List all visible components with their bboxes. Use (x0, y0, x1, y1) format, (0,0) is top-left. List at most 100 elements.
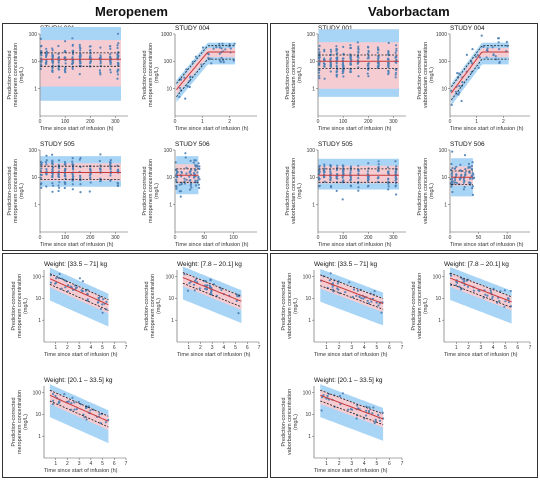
observed-point (463, 283, 466, 287)
observed-point (89, 45, 92, 48)
observed-point (506, 297, 509, 300)
x-tick-label: 100 (339, 119, 348, 125)
observed-point (195, 278, 198, 281)
observed-point (78, 277, 81, 280)
observed-point (79, 62, 82, 65)
observed-point (209, 279, 212, 282)
observed-point (505, 40, 508, 44)
y-axis-label: Prediction-corrected meropenem concentra… (11, 274, 29, 338)
observed-point (341, 392, 344, 395)
observed-point (394, 171, 397, 174)
observed-point (341, 72, 344, 75)
observed-point (336, 287, 339, 290)
observed-point (40, 186, 43, 189)
observed-point (51, 53, 54, 56)
observed-p95-line (449, 272, 512, 298)
meropenem-title: Meropenem (95, 4, 168, 19)
observed-point (54, 394, 57, 398)
observed-point (387, 51, 390, 54)
observed-point (190, 186, 193, 189)
x-tick-label: 200 (364, 235, 373, 241)
observed-point (83, 416, 86, 419)
observed-point (185, 166, 188, 169)
observed-point (73, 408, 76, 411)
observed-point (218, 46, 221, 49)
observed-point (99, 71, 102, 74)
x-tick-label: 0 (317, 119, 320, 125)
x-axis-label: Time since start of infusion (h) (175, 126, 249, 132)
observed-points (49, 272, 108, 314)
observed-point (45, 54, 48, 57)
observed-point (366, 170, 369, 173)
observed-point (387, 188, 390, 191)
observed-point (189, 170, 192, 173)
observed-point (318, 184, 321, 187)
observed-point (109, 159, 112, 162)
observed-point (373, 290, 376, 293)
observed-point (51, 47, 54, 50)
observed-point (341, 176, 344, 179)
observed-point (45, 173, 48, 176)
x-axis-label: Time since start of infusion (h) (175, 242, 249, 248)
observed-point (350, 185, 353, 188)
observed-point (79, 191, 82, 194)
observed-point (329, 170, 332, 173)
observed-point (450, 185, 453, 188)
x-tick-label: 300 (111, 235, 120, 241)
observed-point (318, 178, 321, 181)
observed-point (461, 81, 464, 84)
observed-point (77, 400, 80, 404)
observed-point (342, 64, 345, 68)
observed-point (40, 182, 43, 185)
observed-point (116, 181, 119, 184)
observed-point (463, 280, 466, 283)
x-tick-label: 2 (338, 345, 341, 351)
observed-p5-line (49, 400, 109, 428)
x-tick-label: 200 (86, 235, 95, 241)
observed-point (58, 181, 61, 184)
observed-point (451, 150, 454, 153)
observed-point (454, 178, 457, 182)
x-axis-label: Time since start of infusion (h) (444, 352, 518, 358)
observed-point (394, 184, 397, 187)
y-tick-label: 10 (166, 86, 172, 92)
observed-point (54, 282, 57, 285)
observed-point (78, 56, 81, 59)
observed-point (71, 183, 74, 186)
observed-point (183, 182, 187, 185)
x-tick-label: 5 (504, 345, 507, 351)
x-axis-label: Time since start of infusion (h) (177, 352, 251, 358)
observed-point (468, 166, 471, 169)
observed-point (197, 167, 200, 170)
observed-point (40, 167, 43, 170)
observed-point (98, 159, 101, 163)
observed-point (366, 299, 369, 302)
observed-point (194, 179, 197, 182)
observed-point (75, 286, 78, 289)
observed-point (189, 159, 192, 162)
observed-point (464, 173, 467, 176)
observed-point (51, 163, 54, 166)
observed-point (78, 158, 81, 161)
observed-point (78, 43, 81, 46)
observed-point (207, 53, 210, 56)
observed-point (79, 49, 82, 52)
observed-point (57, 189, 60, 193)
x-tick-label: 6 (246, 345, 249, 351)
observed-point (375, 301, 378, 304)
observed-point (39, 170, 42, 173)
y-axis-label: Prediction-corrected vaborbactam concent… (281, 272, 299, 340)
x-axis-label: Time since start of infusion (h) (314, 468, 388, 474)
observed-point (183, 177, 186, 180)
observed-point (472, 289, 475, 292)
observed-point (176, 170, 179, 173)
observed-point (57, 276, 60, 280)
observed-point (64, 66, 67, 69)
observed-point (63, 169, 66, 172)
observed-point (387, 73, 390, 76)
observed-point (386, 166, 390, 169)
observed-point (45, 154, 48, 157)
observed-point (67, 284, 70, 287)
